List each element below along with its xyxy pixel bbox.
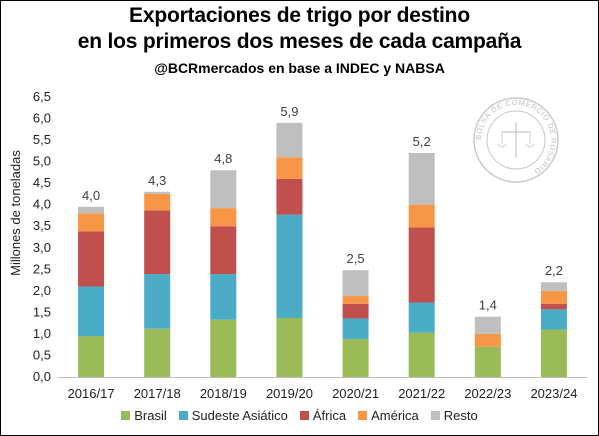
y-tick-label: 5,5 (33, 132, 51, 147)
legend-item: Brasil (121, 408, 167, 423)
bar-segment (540, 303, 567, 310)
bar-segment (144, 328, 171, 377)
bar-segment (78, 231, 105, 287)
legend-item: África (299, 408, 347, 423)
bar-segment (144, 210, 171, 275)
total-data-label: 5,9 (280, 104, 298, 119)
x-tick-label: 2016/17 (68, 386, 115, 401)
x-tick-label: 2017/18 (134, 386, 181, 401)
legend-label: Sudeste Asiático (191, 408, 288, 423)
y-tick-label: 0,0 (33, 369, 51, 384)
bar-segment (408, 302, 435, 333)
bar-segment (342, 296, 369, 304)
legend-label: África (312, 408, 347, 423)
bar-segment (276, 122, 303, 158)
x-tick-label: 2022/23 (464, 386, 511, 401)
y-tick-label: 1,0 (33, 326, 51, 341)
x-tick-label: 2023/24 (530, 386, 577, 401)
watermark-seal: BOLSA DE COMERCIO DE ROSARIO (473, 97, 559, 183)
y-tick-label: 3,0 (33, 240, 51, 255)
bar-segment (474, 316, 501, 334)
bar-segment (276, 317, 303, 377)
legend-swatch (430, 411, 440, 420)
bar-segment (78, 286, 105, 337)
x-tick-label: 2019/20 (266, 386, 313, 401)
legend-swatch (299, 411, 309, 420)
total-data-label: 2,2 (545, 263, 563, 278)
bar-segment (210, 226, 237, 275)
x-tick-label: 2020/21 (332, 386, 379, 401)
bar-segment (210, 208, 237, 227)
bar-segment (144, 274, 171, 329)
bar-segment (210, 274, 237, 320)
total-data-label: 1,4 (479, 298, 497, 313)
x-tick-label: 2018/19 (200, 386, 247, 401)
y-tick-label: 2,0 (33, 283, 51, 298)
legend-item: América (358, 408, 419, 423)
bar-segment (540, 290, 567, 304)
legend-swatch (178, 411, 188, 420)
x-tick-label: 2021/22 (398, 386, 445, 401)
bar-segment (342, 303, 369, 319)
chart-subtitle: @BCRmercados en base a INDEC y NABSA (154, 60, 445, 76)
legend-item: Sudeste Asiático (178, 408, 288, 423)
bar-segment (342, 318, 369, 340)
bar-segment (276, 214, 303, 318)
bar-segment (210, 170, 237, 209)
bar-segment (408, 332, 435, 377)
legend-label: Resto (443, 408, 478, 423)
total-data-label: 5,2 (413, 134, 431, 149)
total-data-label: 2,5 (347, 251, 365, 266)
legend-swatch (121, 411, 131, 420)
total-data-label: 4,8 (214, 151, 232, 166)
bar-segment (408, 227, 435, 303)
chart-legend: Brasil Sudeste Asiático África América Resto (0, 408, 599, 423)
legend-label: Brasil (134, 408, 167, 423)
bar-segment (342, 339, 369, 377)
y-tick-label: 4,5 (33, 175, 51, 190)
bar-segment (474, 333, 501, 347)
bar-segment (78, 213, 105, 232)
y-tick-label: 4,0 (33, 197, 51, 212)
bar-segment (78, 206, 105, 214)
y-tick-label: 6,0 (33, 111, 51, 126)
legend-item: Resto (430, 408, 478, 423)
bar-segment (474, 346, 501, 377)
y-axis-label: Millones de toneladas (8, 150, 23, 276)
y-tick-label: 1,5 (33, 304, 51, 319)
legend-label: América (371, 408, 419, 423)
bar-segment (210, 319, 237, 377)
bar-segment (408, 153, 435, 205)
bar-segment (540, 329, 567, 377)
total-data-label: 4,3 (148, 173, 166, 188)
total-data-label: 4,0 (82, 188, 100, 203)
bar-segment (342, 270, 369, 297)
y-tick-label: 3,5 (33, 218, 51, 233)
y-tick-label: 2,5 (33, 261, 51, 276)
bar-segment (78, 336, 105, 377)
y-tick-label: 0,5 (33, 347, 51, 362)
bar-segment (276, 178, 303, 215)
y-tick-label: 6,5 (33, 89, 51, 104)
chart-title-line2: en los primeros dos meses de cada campañ… (77, 30, 522, 53)
legend-swatch (358, 411, 368, 420)
bar-segment (144, 191, 171, 194)
bar-segment (540, 309, 567, 330)
bar-segment (540, 282, 567, 291)
y-tick-label: 5,0 (33, 154, 51, 169)
bar-segment (276, 157, 303, 179)
chart-title: Exportaciones de trigo por destino (129, 4, 470, 27)
bar-segment (408, 204, 435, 228)
bar-segment (144, 193, 171, 211)
